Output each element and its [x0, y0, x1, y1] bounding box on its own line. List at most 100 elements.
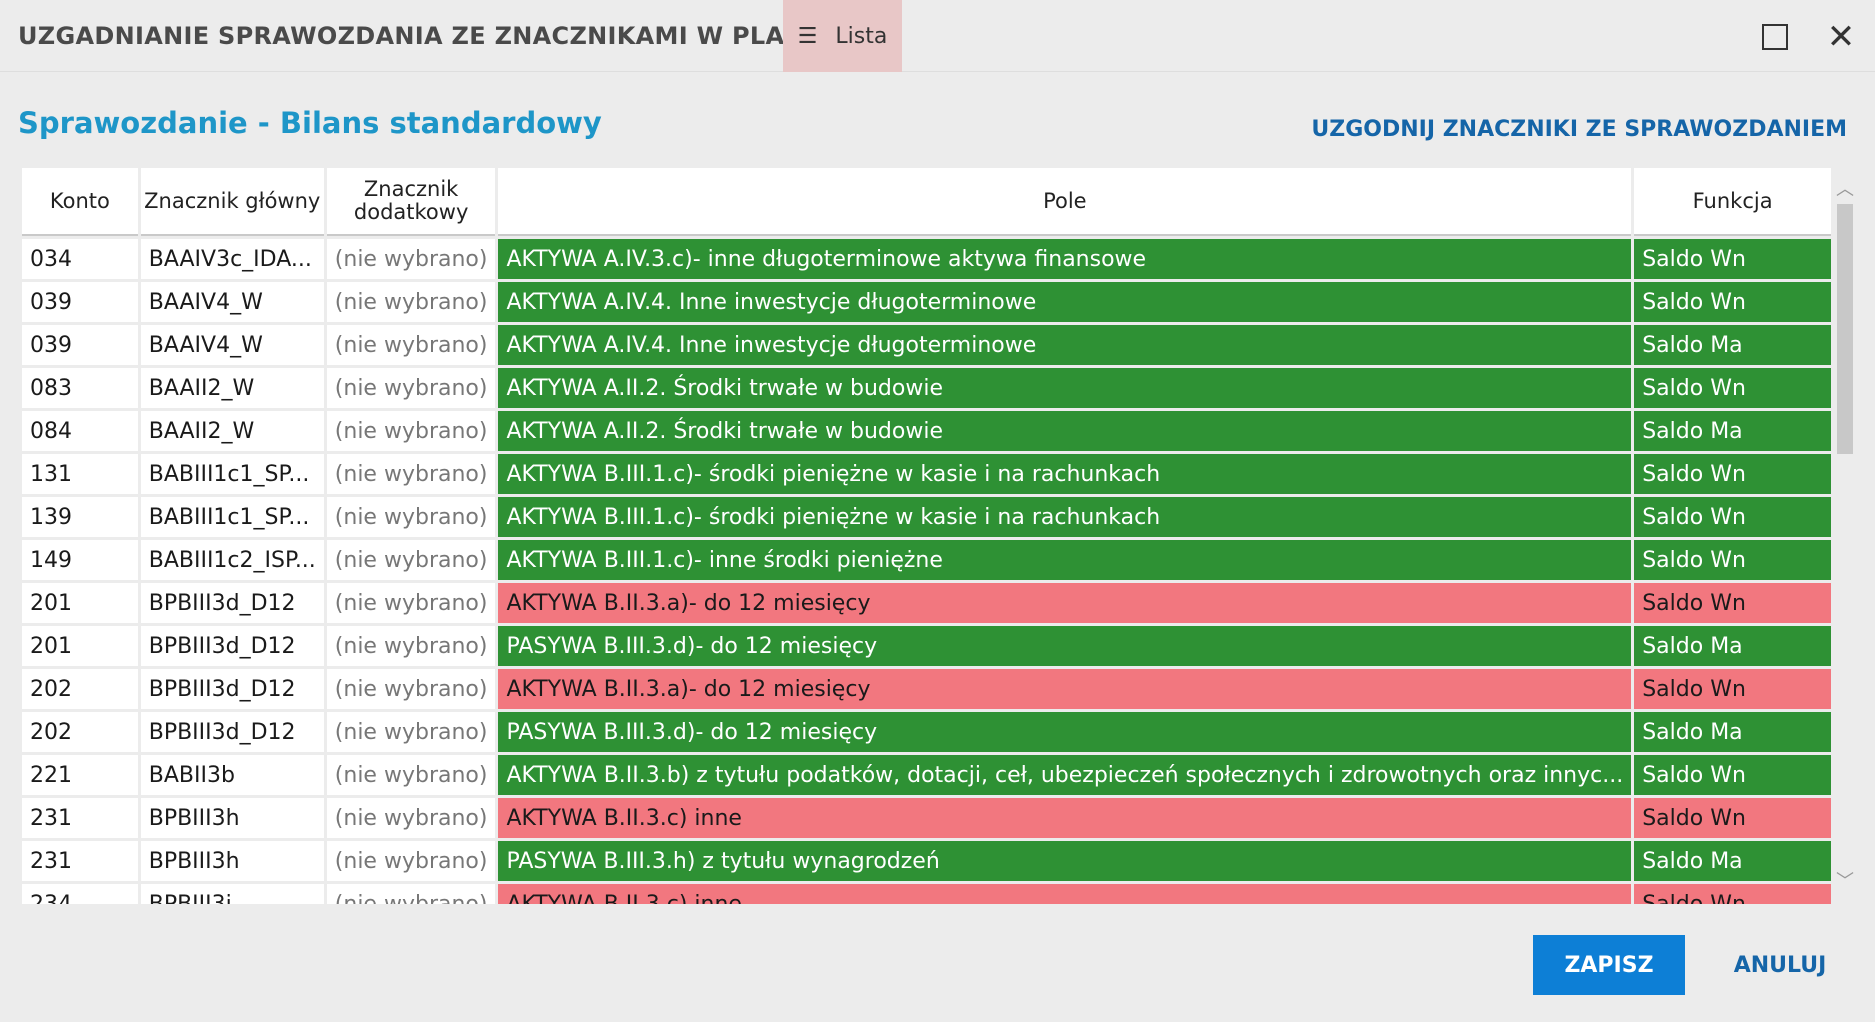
cell-znacznik-glowny[interactable]: BABIII1c1_SP...: [140, 454, 324, 494]
cell-znacznik-dodatkowy[interactable]: (nie wybrano): [326, 884, 496, 904]
cell-pole[interactable]: AKTYWA B.II.3.b) z tytułu podatków, dota…: [498, 755, 1632, 795]
cell-pole[interactable]: AKTYWA A.IV.4. Inne inwestycje długoterm…: [498, 325, 1632, 365]
cell-funkcja[interactable]: Saldo Ma: [1634, 712, 1831, 752]
table-row[interactable]: 231 BPBIII3h (nie wybrano) AKTYWA B.II.3.c)…: [22, 798, 1831, 838]
table-row[interactable]: 202 BPBIII3d_D12 (nie wybrano) PASYWA B.III…: [22, 712, 1831, 752]
cell-pole[interactable]: AKTYWA A.II.2. Środki trwałe w budowie: [498, 368, 1632, 408]
cell-pole[interactable]: AKTYWA B.III.1.c)- środki pieniężne w ka…: [498, 497, 1632, 537]
cell-pole[interactable]: AKTYWA B.II.3.a)- do 12 miesięcy: [498, 669, 1632, 709]
cell-pole[interactable]: AKTYWA B.II.3.a)- do 12 miesięcy: [498, 583, 1632, 623]
cell-znacznik-dodatkowy[interactable]: (nie wybrano): [326, 239, 496, 279]
cell-funkcja[interactable]: Saldo Wn: [1634, 884, 1831, 904]
column-header-znacznik-glowny[interactable]: Znacznik główny: [140, 168, 324, 236]
cell-znacznik-glowny[interactable]: BPBIII3i: [140, 884, 324, 904]
cell-konto[interactable]: 234: [22, 884, 138, 904]
cell-znacznik-dodatkowy[interactable]: (nie wybrano): [326, 540, 496, 580]
tab-lista[interactable]: ☰ Lista: [783, 0, 902, 72]
cell-znacznik-glowny[interactable]: BPBIII3d_D12: [140, 712, 324, 752]
cell-pole[interactable]: PASYWA B.III.3.d)- do 12 miesięcy: [498, 626, 1632, 666]
cell-znacznik-glowny[interactable]: BPBIII3h: [140, 798, 324, 838]
table-row[interactable]: 202 BPBIII3d_D12 (nie wybrano) AKTYWA B.II.…: [22, 669, 1831, 709]
cell-konto[interactable]: 084: [22, 411, 138, 451]
cell-konto[interactable]: 201: [22, 626, 138, 666]
cell-konto[interactable]: 201: [22, 583, 138, 623]
cell-pole[interactable]: AKTYWA A.IV.4. Inne inwestycje długoterm…: [498, 282, 1632, 322]
cell-pole[interactable]: AKTYWA B.II.3.c) inne: [498, 798, 1632, 838]
vertical-scrollbar[interactable]: ︿ ﹀: [1834, 168, 1856, 904]
cell-konto[interactable]: 231: [22, 798, 138, 838]
table-row[interactable]: 084 BAAII2_W (nie wybrano) AKTYWA A.II.2. Ś…: [22, 411, 1831, 451]
table-row[interactable]: 039 BAAIV4_W (nie wybrano) AKTYWA A.IV.4. I…: [22, 325, 1831, 365]
cell-funkcja[interactable]: Saldo Wn: [1634, 669, 1831, 709]
cell-znacznik-dodatkowy[interactable]: (nie wybrano): [326, 841, 496, 881]
scrollbar-thumb[interactable]: [1837, 204, 1853, 454]
cell-znacznik-dodatkowy[interactable]: (nie wybrano): [326, 755, 496, 795]
table-row[interactable]: 201 BPBIII3d_D12 (nie wybrano) PASYWA B.III…: [22, 626, 1831, 666]
cell-konto[interactable]: 039: [22, 282, 138, 322]
cell-pole[interactable]: AKTYWA B.III.1.c)- inne środki pieniężne: [498, 540, 1632, 580]
cell-znacznik-dodatkowy[interactable]: (nie wybrano): [326, 669, 496, 709]
scroll-up-icon[interactable]: ︿: [1836, 179, 1854, 200]
table-row[interactable]: 234 BPBIII3i (nie wybrano) AKTYWA B.II.3.c)…: [22, 884, 1831, 904]
table-row[interactable]: 131 BABIII1c1_SP... (nie wybrano) AKTYWA B.…: [22, 454, 1831, 494]
cell-znacznik-dodatkowy[interactable]: (nie wybrano): [326, 583, 496, 623]
cell-znacznik-glowny[interactable]: BPBIII3d_D12: [140, 626, 324, 666]
maximize-button[interactable]: [1758, 20, 1792, 54]
column-header-funkcja[interactable]: Funkcja: [1634, 168, 1831, 236]
table-row[interactable]: 034 BAAIV3c_IDA... (nie wybrano) AKTYWA A.I…: [22, 239, 1831, 279]
cell-znacznik-glowny[interactable]: BAAIV4_W: [140, 325, 324, 365]
table-row[interactable]: 221 BABII3b (nie wybrano) AKTYWA B.II.3.b) …: [22, 755, 1831, 795]
cell-znacznik-glowny[interactable]: BPBIII3d_D12: [140, 583, 324, 623]
cell-funkcja[interactable]: Saldo Wn: [1634, 368, 1831, 408]
table-row[interactable]: 139 BABIII1c1_SP... (nie wybrano) AKTYWA B.…: [22, 497, 1831, 537]
cell-znacznik-glowny[interactable]: BAAIV4_W: [140, 282, 324, 322]
close-button[interactable]: ✕: [1824, 20, 1858, 54]
column-header-pole[interactable]: Pole: [498, 168, 1632, 236]
scroll-down-icon[interactable]: ﹀: [1836, 871, 1854, 892]
cell-znacznik-dodatkowy[interactable]: (nie wybrano): [326, 497, 496, 537]
cell-funkcja[interactable]: Saldo Wn: [1634, 755, 1831, 795]
cell-funkcja[interactable]: Saldo Wn: [1634, 454, 1831, 494]
cell-znacznik-dodatkowy[interactable]: (nie wybrano): [326, 411, 496, 451]
cell-konto[interactable]: 149: [22, 540, 138, 580]
cell-znacznik-glowny[interactable]: BABIII1c2_ISP...: [140, 540, 324, 580]
column-header-konto[interactable]: Konto: [22, 168, 138, 236]
cell-znacznik-dodatkowy[interactable]: (nie wybrano): [326, 454, 496, 494]
save-button[interactable]: ZAPISZ: [1533, 935, 1685, 995]
cell-konto[interactable]: 139: [22, 497, 138, 537]
cell-znacznik-glowny[interactable]: BAAII2_W: [140, 411, 324, 451]
table-row[interactable]: 039 BAAIV4_W (nie wybrano) AKTYWA A.IV.4. I…: [22, 282, 1831, 322]
cell-pole[interactable]: AKTYWA A.IV.3.c)- inne długoterminowe ak…: [498, 239, 1632, 279]
cell-funkcja[interactable]: Saldo Wn: [1634, 583, 1831, 623]
cell-funkcja[interactable]: Saldo Wn: [1634, 239, 1831, 279]
cell-funkcja[interactable]: Saldo Ma: [1634, 626, 1831, 666]
cell-funkcja[interactable]: Saldo Wn: [1634, 497, 1831, 537]
cell-konto[interactable]: 202: [22, 712, 138, 752]
cell-konto[interactable]: 221: [22, 755, 138, 795]
table-row[interactable]: 149 BABIII1c2_ISP... (nie wybrano) AKTYWA B…: [22, 540, 1831, 580]
cell-funkcja[interactable]: Saldo Wn: [1634, 798, 1831, 838]
column-header-znacznik-dodatkowy[interactable]: Znacznik dodatkowy: [326, 168, 496, 236]
cell-pole[interactable]: AKTYWA B.III.1.c)- środki pieniężne w ka…: [498, 454, 1632, 494]
cell-konto[interactable]: 083: [22, 368, 138, 408]
cell-znacznik-glowny[interactable]: BPBIII3d_D12: [140, 669, 324, 709]
cell-znacznik-glowny[interactable]: BABII3b: [140, 755, 324, 795]
sync-tags-link[interactable]: UZGODNIJ ZNACZNIKI ZE SPRAWOZDANIEM: [1311, 117, 1847, 142]
cell-konto[interactable]: 131: [22, 454, 138, 494]
cell-znacznik-glowny[interactable]: BABIII1c1_SP...: [140, 497, 324, 537]
cell-konto[interactable]: 231: [22, 841, 138, 881]
cell-pole[interactable]: PASYWA B.III.3.h) z tytułu wynagrodzeń: [498, 841, 1632, 881]
cell-funkcja[interactable]: Saldo Ma: [1634, 325, 1831, 365]
cell-funkcja[interactable]: Saldo Ma: [1634, 841, 1831, 881]
cell-znacznik-glowny[interactable]: BAAIV3c_IDA...: [140, 239, 324, 279]
cell-konto[interactable]: 202: [22, 669, 138, 709]
cell-znacznik-dodatkowy[interactable]: (nie wybrano): [326, 626, 496, 666]
table-row[interactable]: 231 BPBIII3h (nie wybrano) PASYWA B.III.3.h…: [22, 841, 1831, 881]
cancel-button[interactable]: ANULUJ: [1733, 952, 1827, 978]
cell-znacznik-dodatkowy[interactable]: (nie wybrano): [326, 712, 496, 752]
cell-konto[interactable]: 039: [22, 325, 138, 365]
cell-znacznik-dodatkowy[interactable]: (nie wybrano): [326, 282, 496, 322]
cell-znacznik-glowny[interactable]: BAAII2_W: [140, 368, 324, 408]
cell-pole[interactable]: PASYWA B.III.3.d)- do 12 miesięcy: [498, 712, 1632, 752]
table-row[interactable]: 201 BPBIII3d_D12 (nie wybrano) AKTYWA B.II.…: [22, 583, 1831, 623]
